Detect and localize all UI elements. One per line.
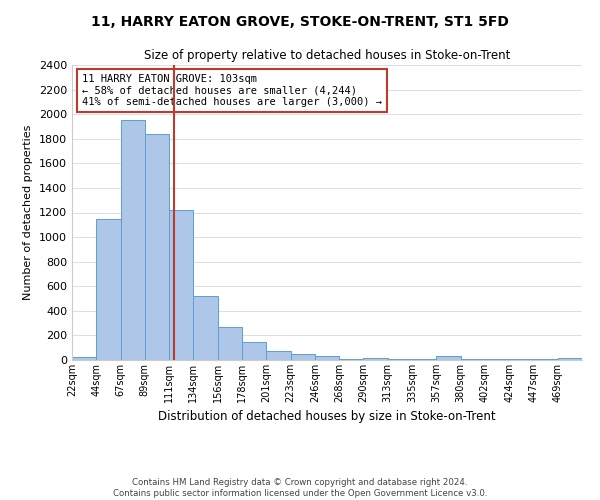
Bar — [96, 218, 121, 360]
Bar — [266, 351, 290, 360]
Bar — [242, 342, 266, 360]
Bar — [315, 356, 339, 360]
Bar — [533, 359, 558, 360]
Bar — [121, 120, 145, 360]
Text: Contains HM Land Registry data © Crown copyright and database right 2024.
Contai: Contains HM Land Registry data © Crown c… — [113, 478, 487, 498]
Bar — [145, 134, 169, 360]
Bar — [169, 210, 193, 360]
Bar — [72, 357, 96, 360]
Bar — [193, 296, 218, 360]
Bar — [290, 354, 315, 360]
Text: 11 HARRY EATON GROVE: 103sqm
← 58% of detached houses are smaller (4,244)
41% of: 11 HARRY EATON GROVE: 103sqm ← 58% of de… — [82, 74, 382, 107]
Y-axis label: Number of detached properties: Number of detached properties — [23, 125, 34, 300]
X-axis label: Distribution of detached houses by size in Stoke-on-Trent: Distribution of detached houses by size … — [158, 410, 496, 424]
Bar — [218, 328, 242, 360]
Bar — [364, 358, 388, 360]
Bar — [558, 358, 582, 360]
Title: Size of property relative to detached houses in Stoke-on-Trent: Size of property relative to detached ho… — [144, 50, 510, 62]
Bar — [436, 356, 461, 360]
Text: 11, HARRY EATON GROVE, STOKE-ON-TRENT, ST1 5FD: 11, HARRY EATON GROVE, STOKE-ON-TRENT, S… — [91, 15, 509, 29]
